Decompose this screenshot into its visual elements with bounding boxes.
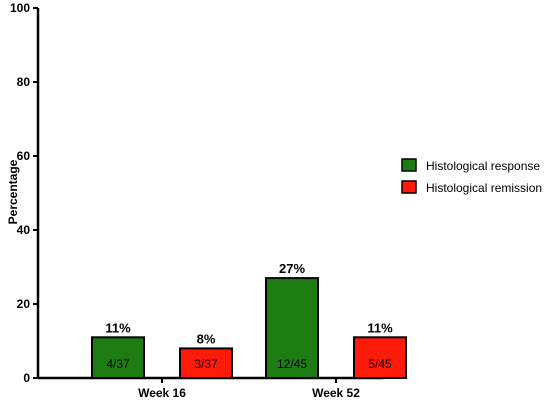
bars: 11% 4/37 8% 3/37 27% 12/45 11% 5/45 [91,261,407,380]
legend-label: Histological response [426,159,540,173]
bar-remission-week16 [179,347,233,379]
y-tick-label: 100 [10,1,30,15]
bar-remission-week52 [353,336,407,379]
bar-response-week52 [265,277,319,380]
x-tick-label: Week 16 [138,386,186,400]
bar-percent-label: 27% [279,261,305,276]
y-tick-label: 60 [17,149,31,163]
y-axis-title: Percentage [6,159,20,224]
legend-swatch [401,158,417,172]
bar-response-week16 [91,336,145,379]
bar-count-label: 4/37 [106,357,130,371]
legend-swatch [401,180,417,194]
bar-count-label: 3/37 [194,357,218,371]
x-tick-label: Week 52 [312,386,360,400]
bar-count-label: 5/45 [368,357,392,371]
bar-count-label: 12/45 [277,357,307,371]
y-tick-label: 20 [17,297,31,311]
legend: Histological response Histological remiss… [401,158,542,195]
bar-percent-label: 8% [197,331,216,346]
legend-label: Histological remission [426,181,542,195]
y-tick-label: 40 [17,223,31,237]
y-tick-label: 80 [17,75,31,89]
bar-percent-label: 11% [105,320,131,335]
bar-percent-label: 11% [367,320,393,335]
y-tick-label: 0 [23,371,30,385]
